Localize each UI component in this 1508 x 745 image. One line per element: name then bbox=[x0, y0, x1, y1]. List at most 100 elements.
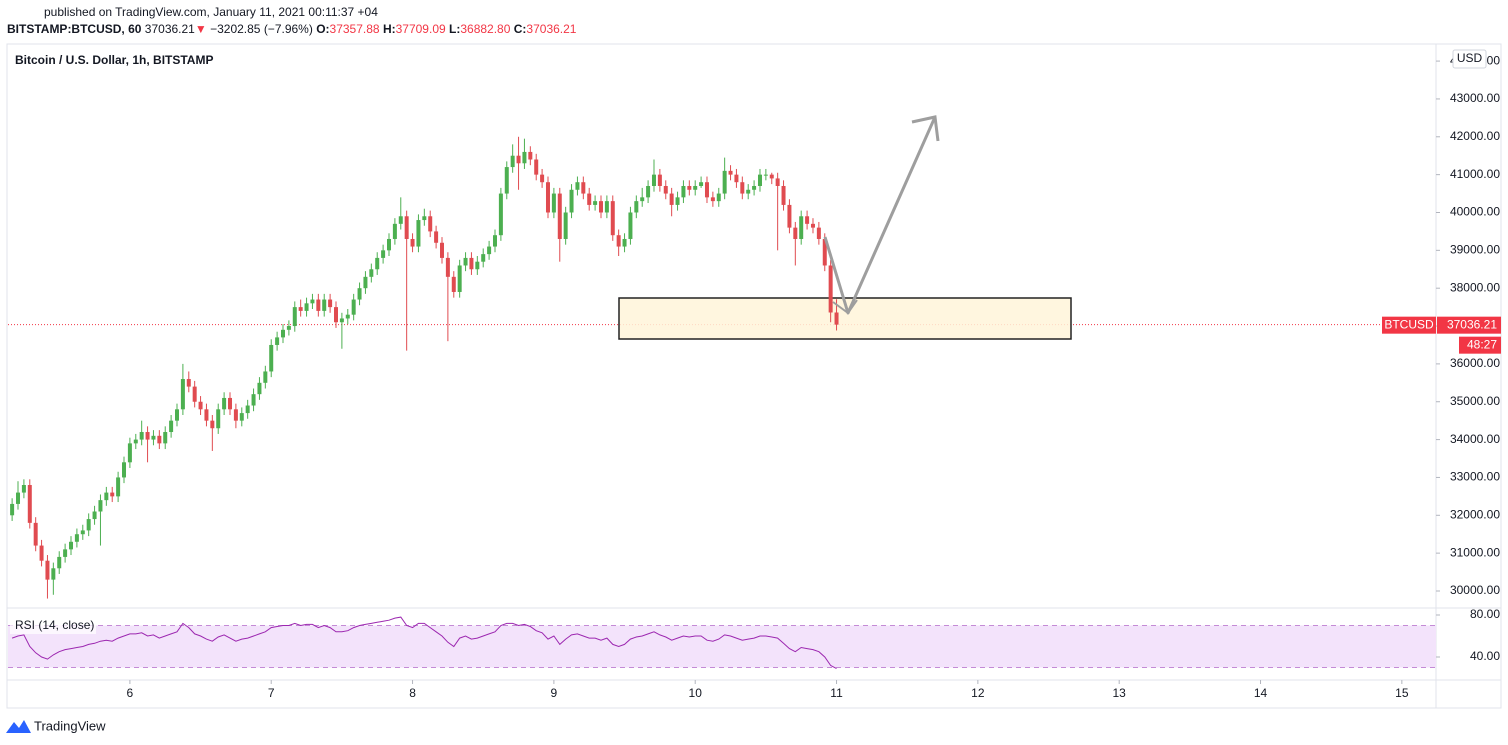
y-tick-label: 36000.00 bbox=[1450, 356, 1500, 370]
candle-body bbox=[463, 257, 468, 266]
candle-body bbox=[316, 299, 321, 311]
candle-body bbox=[304, 303, 309, 311]
candle-body bbox=[398, 216, 403, 224]
y-tick-label: 80.00 bbox=[1470, 607, 1500, 621]
candle-body bbox=[516, 155, 521, 164]
candle-body bbox=[392, 223, 397, 239]
candle-body bbox=[522, 151, 527, 164]
legend-row: BITSTAMP:BTCUSD, 60 37036.21▼ −3202.85 (… bbox=[7, 22, 576, 36]
y-tick-label: 41000.00 bbox=[1450, 167, 1500, 181]
y-tick-label: 33000.00 bbox=[1450, 470, 1500, 484]
candle-body bbox=[728, 170, 733, 175]
candle-body bbox=[186, 379, 191, 387]
y-tick-label: 40.00 bbox=[1470, 649, 1500, 663]
candle-body bbox=[69, 541, 74, 550]
candle-body bbox=[363, 276, 368, 289]
candle-body bbox=[145, 432, 150, 440]
candle-body bbox=[127, 443, 132, 463]
candle-body bbox=[740, 182, 745, 194]
rsi-band bbox=[8, 625, 1436, 668]
candle-body bbox=[151, 435, 156, 440]
candle-body bbox=[192, 386, 197, 402]
x-tick-label: 9 bbox=[551, 686, 558, 700]
candle-body bbox=[27, 485, 32, 523]
candle-body bbox=[504, 167, 509, 194]
candle-body bbox=[157, 435, 162, 444]
candle-body bbox=[275, 337, 280, 345]
y-tick-label: 43000.00 bbox=[1450, 91, 1500, 105]
y-tick-label: 44000.00 bbox=[1450, 53, 1500, 67]
y-tick-label: 34000.00 bbox=[1450, 432, 1500, 446]
x-tick-label: 13 bbox=[1113, 686, 1127, 700]
candle-body bbox=[381, 250, 386, 258]
candle-body bbox=[704, 182, 709, 198]
candle-body bbox=[339, 318, 344, 323]
candle-body bbox=[357, 288, 362, 300]
o: 37357.88 bbox=[329, 22, 380, 36]
candle-body bbox=[828, 265, 833, 313]
candle-body bbox=[757, 174, 762, 186]
candle-body bbox=[593, 201, 598, 205]
candle-body bbox=[416, 220, 421, 247]
candle-body bbox=[228, 397, 233, 410]
candle-body bbox=[351, 299, 356, 315]
candle-body bbox=[663, 185, 668, 194]
currency-box bbox=[1452, 49, 1487, 69]
arrow-path bbox=[823, 116, 937, 315]
candle-body bbox=[175, 409, 180, 421]
candle-body bbox=[445, 257, 450, 277]
candle-body bbox=[404, 216, 409, 239]
y-tick-label: 37000.00 bbox=[1450, 318, 1500, 332]
candle-body bbox=[575, 182, 580, 190]
currency: USD bbox=[1457, 51, 1483, 65]
candle-body bbox=[545, 182, 550, 213]
logo bbox=[6, 720, 31, 733]
candle-body bbox=[616, 235, 621, 247]
candle-body bbox=[57, 556, 62, 569]
candle-body bbox=[116, 477, 121, 497]
candle-body bbox=[45, 560, 50, 580]
candle-body bbox=[699, 182, 704, 186]
candle-body bbox=[569, 189, 574, 213]
candle-body bbox=[63, 549, 68, 557]
candle-body bbox=[198, 401, 203, 410]
candle-body bbox=[734, 174, 739, 183]
x-tick-label: 7 bbox=[268, 686, 275, 700]
candle-body bbox=[216, 409, 221, 429]
brand: TradingView bbox=[34, 718, 106, 733]
l-label: L: bbox=[449, 22, 461, 36]
candle-body bbox=[651, 174, 656, 186]
candle-body bbox=[286, 326, 291, 330]
candle-body bbox=[805, 216, 810, 224]
candle-body bbox=[21, 485, 26, 493]
candle-body bbox=[239, 413, 244, 421]
candle-body bbox=[498, 193, 503, 236]
x-tick-label: 12 bbox=[971, 686, 985, 700]
candle-body bbox=[33, 522, 38, 546]
candle-body bbox=[104, 492, 109, 501]
l: 36882.80 bbox=[460, 22, 511, 36]
candle-body bbox=[428, 216, 433, 232]
candle-body bbox=[92, 511, 97, 520]
candle-body bbox=[74, 534, 79, 542]
candle-body bbox=[180, 379, 185, 410]
candle-body bbox=[39, 545, 44, 561]
candle-body bbox=[422, 216, 427, 221]
candle-body bbox=[139, 432, 144, 440]
candle-body bbox=[475, 261, 480, 270]
symbol-tag bbox=[1382, 316, 1436, 334]
candle-body bbox=[528, 151, 533, 160]
candle-body bbox=[457, 265, 462, 292]
candle-body bbox=[16, 492, 21, 504]
candle-body bbox=[816, 227, 821, 239]
candle-body bbox=[98, 500, 103, 512]
candle-body bbox=[169, 420, 174, 433]
candle-body bbox=[675, 197, 680, 205]
zone-rectangle bbox=[618, 297, 1072, 340]
rsi-title-bg bbox=[10, 617, 96, 634]
candle-body bbox=[245, 405, 250, 414]
candle-body bbox=[410, 238, 415, 247]
c: 37036.21 bbox=[526, 22, 577, 36]
candle-body bbox=[434, 231, 439, 243]
